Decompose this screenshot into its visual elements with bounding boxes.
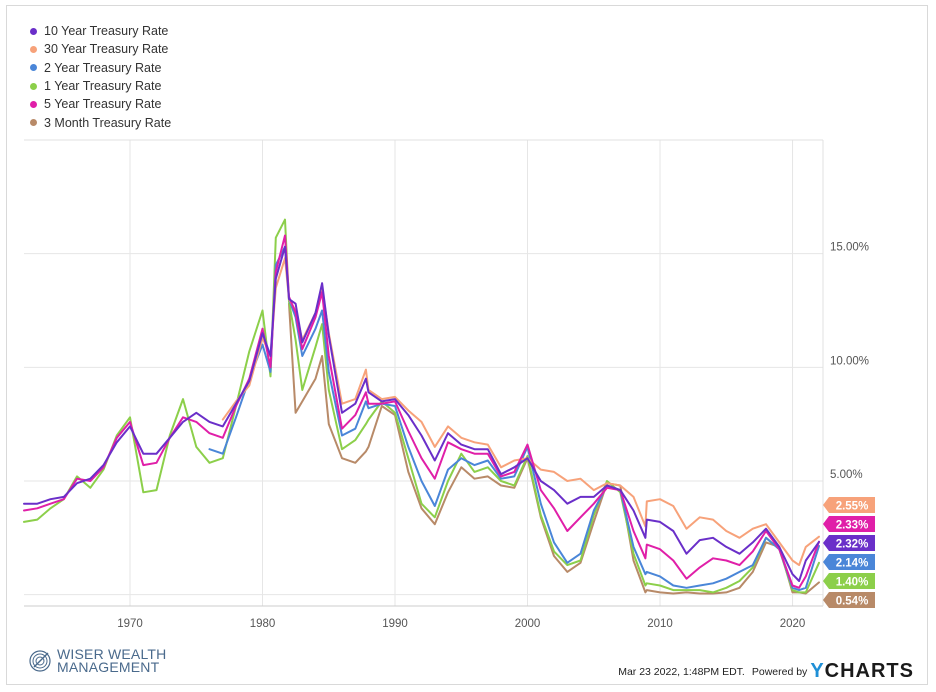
legend-item[interactable]: 10 Year Treasury Rate [30,22,171,40]
series-line [221,257,820,567]
legend-swatch [30,27,37,35]
legend-label: 5 Year Treasury Rate [44,97,162,112]
series-line [208,245,820,592]
y-tick-label: 15.00% [830,242,869,254]
legend-item[interactable]: 5 Year Treasury Rate [30,95,171,113]
end-value-label: 0.54% [823,592,875,608]
end-value-label: 2.55% [823,497,875,513]
legend-swatch [30,45,37,53]
y-tick-label: 5.00% [830,469,863,481]
fingerprint-icon [29,650,51,672]
logo-line-2: MANAGEMENT [57,659,160,675]
legend-label: 10 Year Treasury Rate [44,24,169,39]
powered-by-label: Powered by [751,665,808,678]
x-tick-label: 2010 [647,618,673,630]
legend-label: 3 Month Treasury Rate [44,115,172,130]
x-tick-label: 1970 [117,618,143,630]
end-value-badge [823,554,875,570]
legend-item[interactable]: 2 Year Treasury Rate [30,59,171,77]
end-value-label: 2.33% [823,516,875,532]
end-value-text: 2.33% [836,520,869,532]
end-value-badge [823,592,875,608]
end-value-text: 0.54% [836,596,869,608]
legend: 10 Year Treasury Rate 30 Year Treasury Ra… [30,22,171,132]
legend-swatch [30,119,37,127]
ycharts-logo[interactable]: YCHARTS [810,660,914,683]
ycharts-logo-rest: CHARTS [824,660,914,682]
end-value-badge [823,497,875,513]
series-line [23,218,820,594]
legend-swatch [30,64,37,72]
end-value-text: 1.40% [836,577,869,589]
legend-swatch [30,100,37,108]
legend-label: 2 Year Treasury Rate [44,60,162,75]
end-value-badge [823,516,875,532]
end-value-label: 2.14% [823,554,875,570]
end-value-badge [823,535,875,551]
legend-label: 30 Year Treasury Rate [44,42,169,57]
footer: Mar 23 2022, 1:48PM EDT. Powered by YCHA… [618,660,914,683]
chart-frame [6,5,928,685]
legend-item[interactable]: 30 Year Treasury Rate [30,40,171,58]
series-line [23,234,820,589]
legend-label: 1 Year Treasury Rate [44,79,162,94]
timestamp: Mar 23 2022, 1:48PM EDT. [618,665,745,678]
end-value-text: 2.14% [836,558,869,570]
end-value-label: 2.32% [823,535,875,551]
end-value-text: 2.32% [836,539,869,551]
x-tick-label: 1980 [250,618,276,630]
end-value-badge [823,573,875,589]
ycharts-logo-y: Y [810,660,825,682]
end-value-text: 2.55% [836,501,869,513]
x-tick-label: 2020 [780,618,806,630]
wiser-wealth-logo: WISER WEALTH MANAGEMENT [28,646,167,675]
series-line [288,302,820,595]
logo-line-1: WISER WEALTH [57,646,167,662]
end-value-label: 1.40% [823,573,875,589]
legend-item[interactable]: 3 Month Treasury Rate [30,113,171,131]
legend-item[interactable]: 1 Year Treasury Rate [30,77,171,95]
legend-swatch [30,82,37,90]
x-tick-label: 1990 [382,618,408,630]
series-line [23,245,820,582]
x-tick-label: 2000 [515,618,541,630]
y-tick-label: 10.00% [830,355,869,367]
